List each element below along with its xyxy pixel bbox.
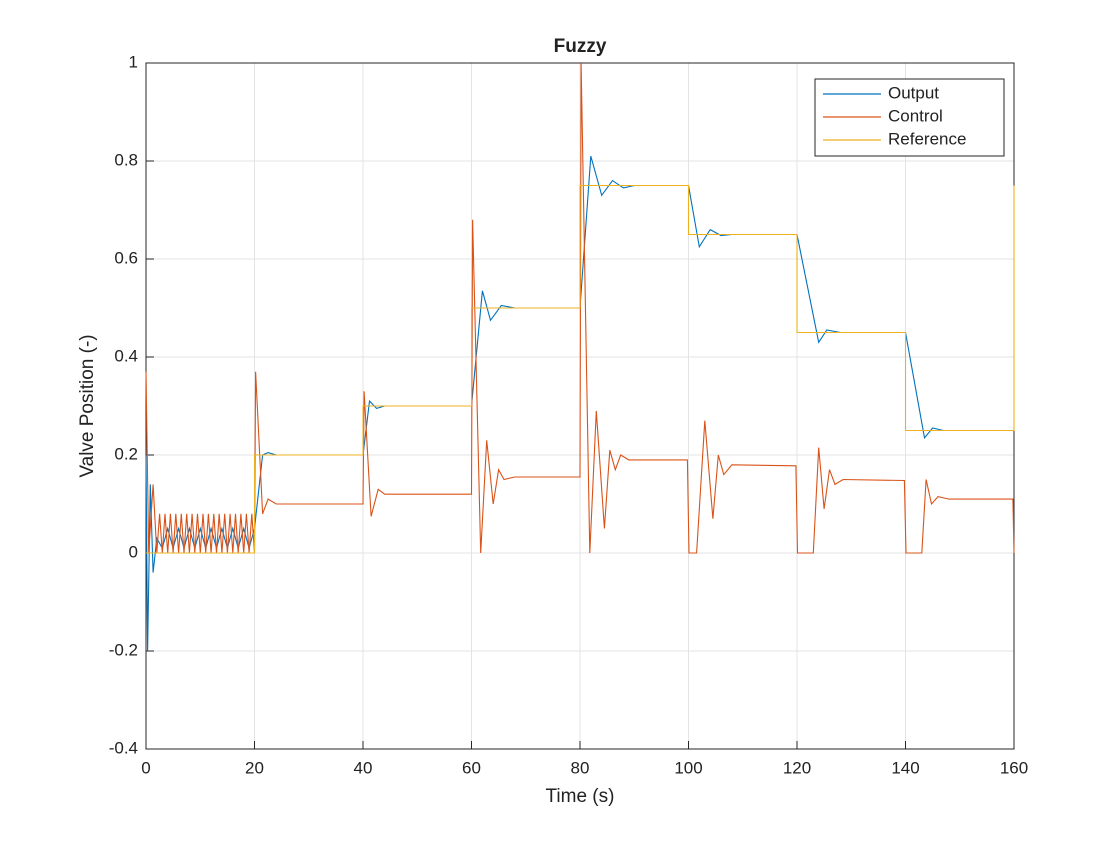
y-tick-label: -0.4: [109, 738, 138, 757]
x-tick-label: 80: [571, 758, 590, 777]
y-tick-label: 0.6: [114, 248, 138, 267]
legend-label: Output: [888, 83, 939, 102]
y-axis-label: Valve Position (-): [77, 334, 98, 477]
y-tick-label: -0.2: [109, 640, 138, 659]
y-tick-label: 0.8: [114, 150, 138, 169]
x-tick-label: 20: [245, 758, 264, 777]
data-line: [146, 184, 1015, 554]
x-tick-label: 140: [891, 758, 919, 777]
x-tick-label: 100: [674, 758, 702, 777]
legend-label: Control: [888, 106, 943, 125]
legend-label: Reference: [888, 129, 966, 148]
x-tick-label: 120: [783, 758, 811, 777]
x-tick-label: 40: [354, 758, 373, 777]
y-tick-label: 0.2: [114, 444, 138, 463]
x-tick-label: 60: [462, 758, 481, 777]
x-tick-label: 0: [141, 758, 150, 777]
y-tick-label: 0: [129, 542, 138, 561]
x-tick-label: 160: [1000, 758, 1028, 777]
y-tick-label: 0.4: [114, 346, 138, 365]
x-axis-label: Time (s): [546, 786, 615, 807]
chart-title: Fuzzy: [554, 36, 607, 57]
y-tick-label: 1: [129, 52, 138, 71]
